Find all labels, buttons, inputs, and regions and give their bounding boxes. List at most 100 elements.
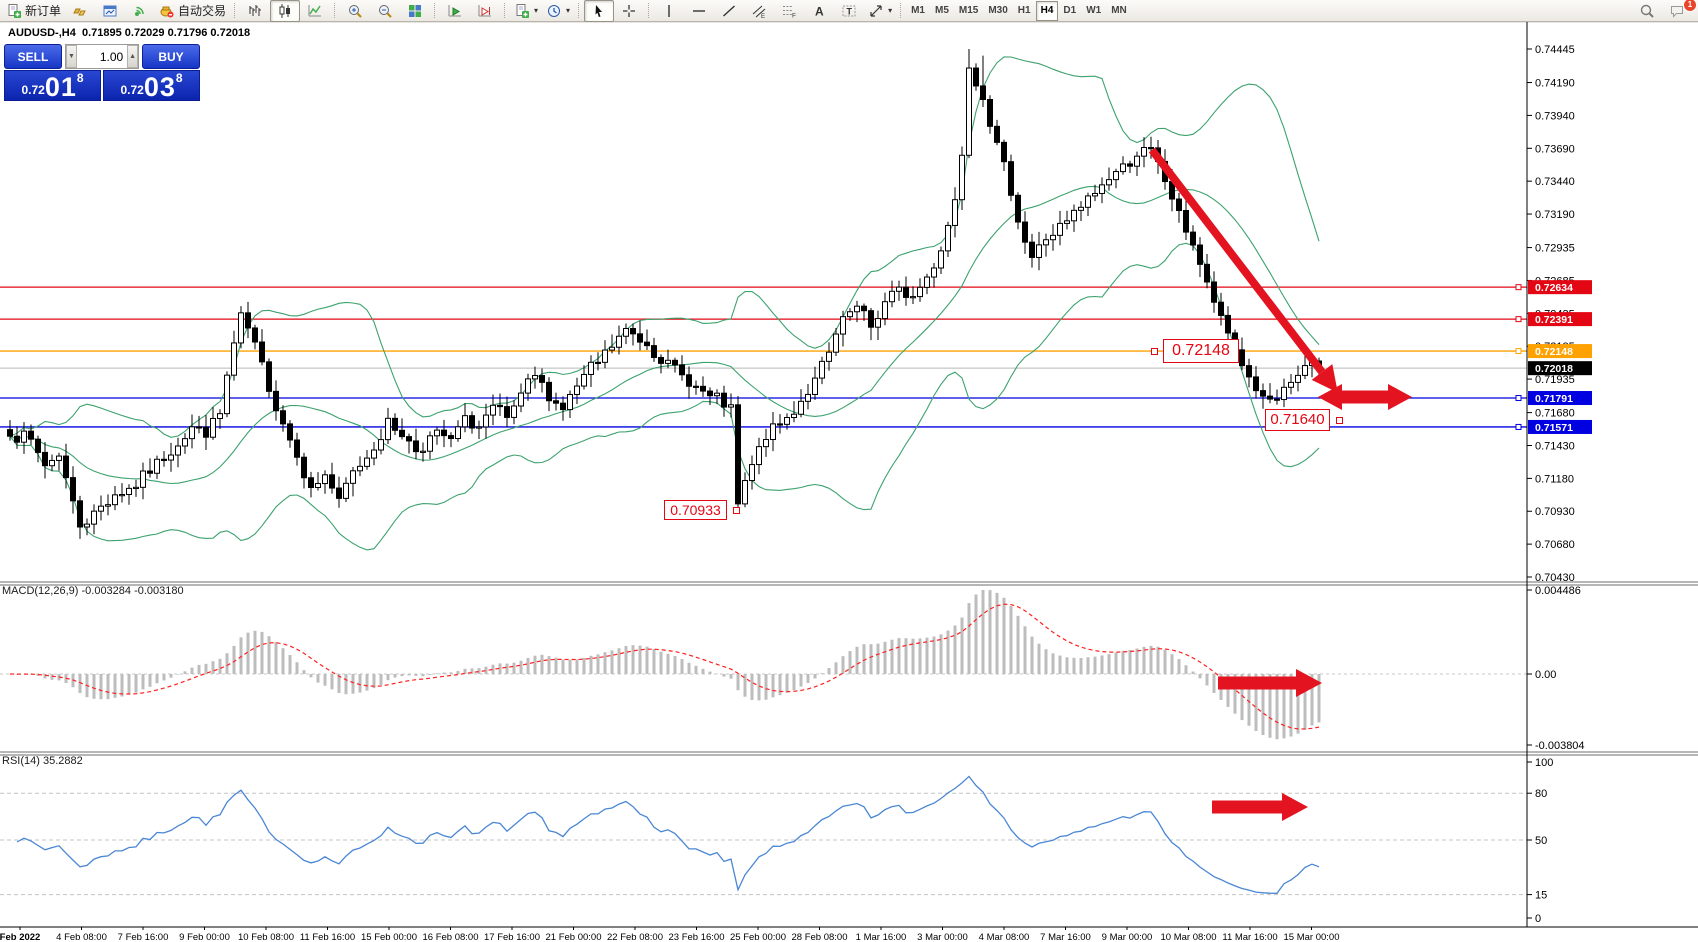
price-annotation-label[interactable]: 0.70933: [664, 500, 727, 520]
candle-body: [1022, 221, 1028, 243]
toolbar-separator: [334, 3, 336, 18]
sell-button[interactable]: SELL: [4, 44, 62, 69]
candle-body: [399, 429, 405, 438]
horizontal-line-button[interactable]: [684, 0, 714, 22]
trend-down-arrow[interactable]: [1148, 147, 1326, 375]
candle-body: [889, 290, 895, 303]
support-double-arrow[interactable]: [1318, 384, 1412, 410]
time-tick-label: 25 Feb 00:00: [730, 932, 786, 942]
macd-axis-label: -0.003804: [1535, 740, 1585, 752]
candle-body: [1218, 301, 1224, 316]
annotation-anchor-handle[interactable]: [1336, 417, 1343, 424]
auto-scroll-button[interactable]: [440, 0, 470, 22]
market-window-button[interactable]: [95, 0, 125, 22]
new-order-icon: [6, 3, 22, 19]
price-axis[interactable]: 0.74445 0.74190 0.73940 0.73690 0.73440 0.731…: [1527, 44, 1592, 925]
chart-shift-button[interactable]: [470, 0, 500, 22]
candle-body: [756, 446, 762, 466]
fibonacci-button[interactable]: F: [774, 0, 804, 22]
candle-body: [210, 417, 216, 438]
candle-body: [1204, 263, 1210, 283]
annotation-anchor-handle[interactable]: [733, 507, 740, 514]
candle-body: [147, 470, 153, 474]
crosshair-button[interactable]: [614, 0, 644, 22]
signals-button[interactable]: [125, 0, 155, 22]
vertical-line-button[interactable]: [654, 0, 684, 22]
bar-chart-button[interactable]: [240, 0, 270, 22]
arrows-button[interactable]: ▾: [864, 0, 896, 22]
macd-signal-line: [9, 603, 1320, 730]
buy-button[interactable]: BUY: [142, 44, 200, 69]
timeframe-w1-button[interactable]: W1: [1086, 5, 1102, 16]
volume-input[interactable]: [76, 45, 128, 68]
timeframe-m15-button[interactable]: M15: [958, 5, 979, 16]
timeframe-m1-button[interactable]: M1: [911, 5, 925, 16]
annotation-anchor-handle[interactable]: [1151, 348, 1158, 355]
time-tick-label: 4 Feb 08:00: [56, 932, 107, 942]
time-axis[interactable]: Feb 2022 4 Feb 08:00 7 Feb 16:00 9 Feb 00:0…: [0, 927, 1339, 942]
cursor-button[interactable]: [584, 0, 615, 22]
auto-trading-button[interactable]: 自动交易: [155, 0, 230, 22]
sell-price-display[interactable]: 0.72 01 8: [4, 70, 101, 101]
candle-body: [910, 296, 916, 299]
macd-right-arrow[interactable]: [1218, 669, 1322, 697]
candle-body: [231, 342, 237, 376]
label-button[interactable]: T: [834, 0, 864, 22]
candle-body: [560, 402, 566, 411]
candle-body: [672, 359, 678, 366]
price-annotation-label[interactable]: 0.71640: [1265, 409, 1330, 431]
zoom-in-button[interactable]: [340, 0, 370, 22]
candle-body: [679, 364, 685, 376]
timeframe-d1-button[interactable]: D1: [1063, 5, 1077, 16]
timeframe-mn-button[interactable]: MN: [1111, 5, 1127, 16]
one-click-trade-panel: SELL ▼ ▲ BUY 0.72 01 8 0.72 03 8: [4, 44, 200, 101]
toolbar-separator: [234, 3, 236, 18]
price-annotation-label[interactable]: 0.72148: [1163, 339, 1239, 363]
candle-chart-button[interactable]: [270, 0, 301, 22]
trendline-button[interactable]: [714, 0, 744, 22]
candle-body: [1057, 222, 1063, 236]
timeframe-h4-button[interactable]: H4: [1035, 0, 1059, 21]
macd-axis-label: 0.004486: [1535, 585, 1581, 597]
time-tick-label: 1 Mar 16:00: [856, 932, 907, 942]
candle-body: [301, 456, 307, 479]
volume-decrease-button[interactable]: ▼: [66, 45, 77, 68]
candlestick-chart-canvas[interactable]: 0.74445 0.74190 0.73940 0.73690 0.73440 0.731…: [0, 22, 1698, 942]
channel-button[interactable]: E: [744, 0, 774, 22]
chat-button[interactable]: 1: [1662, 0, 1697, 22]
candle-body: [294, 439, 300, 458]
candle-body: [1302, 365, 1308, 376]
toolbar-separator: [578, 3, 580, 18]
chart-area[interactable]: 0.74445 0.74190 0.73940 0.73690 0.73440 0.731…: [0, 22, 1698, 942]
search-button[interactable]: [1632, 0, 1662, 22]
candle-body: [224, 374, 230, 415]
volume-increase-button[interactable]: ▲: [127, 45, 139, 68]
timeframe-m5-button[interactable]: M5: [934, 5, 949, 16]
period-button[interactable]: ▾: [542, 0, 574, 22]
timeframe-h1-button[interactable]: H1: [1017, 5, 1031, 16]
cursor-icon: [591, 3, 607, 19]
buy-price-display[interactable]: 0.72 03 8: [103, 70, 200, 101]
trend-down-arrowhead[interactable]: [1311, 364, 1338, 393]
period-icon: [546, 3, 562, 19]
candle-body: [616, 335, 622, 348]
new-chart-button[interactable]: ▾: [510, 0, 542, 22]
rsi-right-arrow[interactable]: [1212, 793, 1308, 821]
gold-button[interactable]: [65, 0, 95, 22]
candle-body: [588, 361, 594, 375]
bar-chart-icon: [247, 3, 263, 19]
timeframe-m30-button[interactable]: M30: [988, 5, 1008, 16]
candle-body: [1001, 141, 1007, 163]
line-chart-button[interactable]: [300, 0, 330, 22]
candle-body: [434, 429, 440, 437]
text-button[interactable]: A: [804, 0, 834, 22]
new-order-button[interactable]: 新订单: [2, 0, 65, 22]
tile-windows-button[interactable]: [400, 0, 430, 22]
candle-body: [420, 450, 426, 453]
zoom-out-button[interactable]: [370, 0, 400, 22]
level-price-label: 0.72148: [1535, 346, 1573, 358]
macd-indicator-label: MACD(12,26,9) -0.003284 -0.003180: [2, 585, 184, 597]
channel-icon: E: [751, 3, 767, 19]
chat-icon: [1669, 3, 1685, 19]
candle-body: [126, 487, 132, 496]
